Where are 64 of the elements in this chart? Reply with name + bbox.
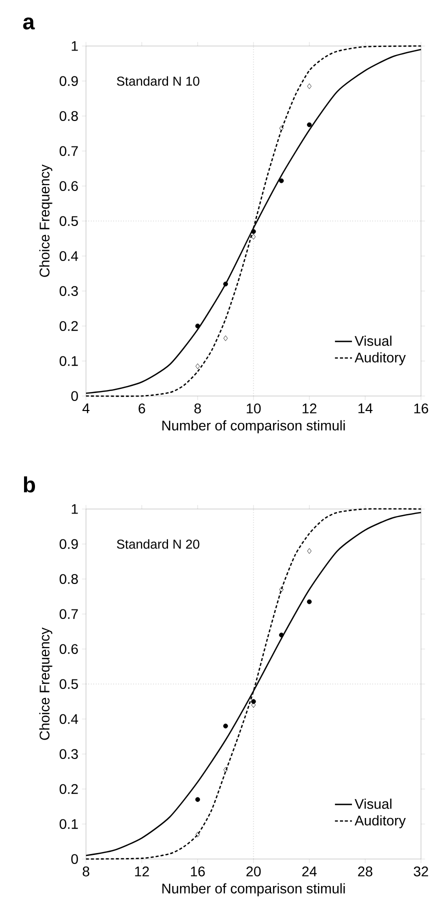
x-tick-label: 8 [82, 866, 90, 876]
legend-label: Visual [354, 336, 392, 346]
chart-title: a [23, 18, 35, 30]
y-axis-title: Choice Frequency [39, 164, 52, 277]
y-tick-label: 0.6 [60, 644, 78, 654]
x-tick-label: 24 [302, 866, 317, 876]
point [196, 832, 200, 838]
x-tick-label: 14 [358, 404, 373, 414]
x-axis-title: Number of comparison stimuli [162, 883, 345, 896]
x-axis-title: Number of comparison stimuli [162, 420, 345, 434]
point [223, 335, 228, 342]
y-tick-label: 0.5 [60, 679, 78, 689]
point [279, 125, 284, 132]
y-tick-label: 0.8 [60, 574, 78, 584]
x-tick-label: 32 [414, 866, 428, 876]
point [279, 178, 284, 184]
point [279, 586, 284, 592]
chart-title: b [24, 476, 36, 493]
y-tick-label: 0.1 [60, 356, 78, 366]
point [251, 234, 256, 240]
point [306, 599, 312, 604]
y-tick-label: 0.2 [60, 784, 78, 794]
x-tick-label: 16 [414, 404, 428, 414]
x-tick-label: 4 [82, 404, 90, 414]
y-tick-label: 0.1 [60, 819, 78, 829]
y-tick-label: 0 [71, 854, 78, 864]
y-tick-label: 0.3 [60, 286, 78, 296]
point [223, 724, 228, 728]
point [195, 324, 200, 328]
y-axis-title: Choice Frequency [39, 627, 52, 740]
point [279, 632, 284, 638]
point [251, 229, 256, 234]
x-tick-label: 20 [246, 866, 261, 876]
y-tick-label: 0.4 [60, 714, 78, 724]
x-tick-label: 16 [190, 866, 205, 876]
annotation: Standard N 20 [116, 539, 200, 549]
legend-label: Auditory [354, 352, 406, 366]
y-tick-label: 1 [72, 41, 78, 51]
y-tick-label: 0.4 [60, 251, 78, 261]
y-tick-label: 0.8 [60, 111, 78, 121]
point [223, 282, 228, 286]
y-tick-label: 0 [71, 391, 78, 401]
legend-label: Visual [354, 798, 392, 809]
y-tick-label: 0.7 [60, 609, 78, 619]
y-tick-label: 0.9 [60, 76, 78, 86]
x-tick-label: 28 [358, 866, 372, 876]
y-tick-label: 0.2 [60, 321, 78, 331]
point [195, 797, 200, 802]
point [306, 122, 312, 128]
x-tick-label: 12 [302, 404, 316, 414]
y-tick-label: 0.7 [60, 146, 78, 156]
point [307, 548, 312, 554]
y-tick-label: 0.3 [60, 749, 78, 759]
point [223, 766, 228, 773]
legend-label: Auditory [354, 815, 406, 828]
y-tick-label: 1 [72, 504, 78, 514]
y-tick-label: 0.9 [60, 539, 78, 549]
annotation: Standard N 10 [116, 76, 200, 86]
y-tick-label: 0.6 [60, 181, 78, 191]
x-tick-label: 6 [138, 404, 146, 414]
x-tick-label: 10 [246, 404, 261, 414]
y-tick-label: 0.5 [60, 216, 78, 226]
x-tick-label: 12 [135, 866, 149, 876]
x-tick-label: 8 [194, 404, 201, 414]
